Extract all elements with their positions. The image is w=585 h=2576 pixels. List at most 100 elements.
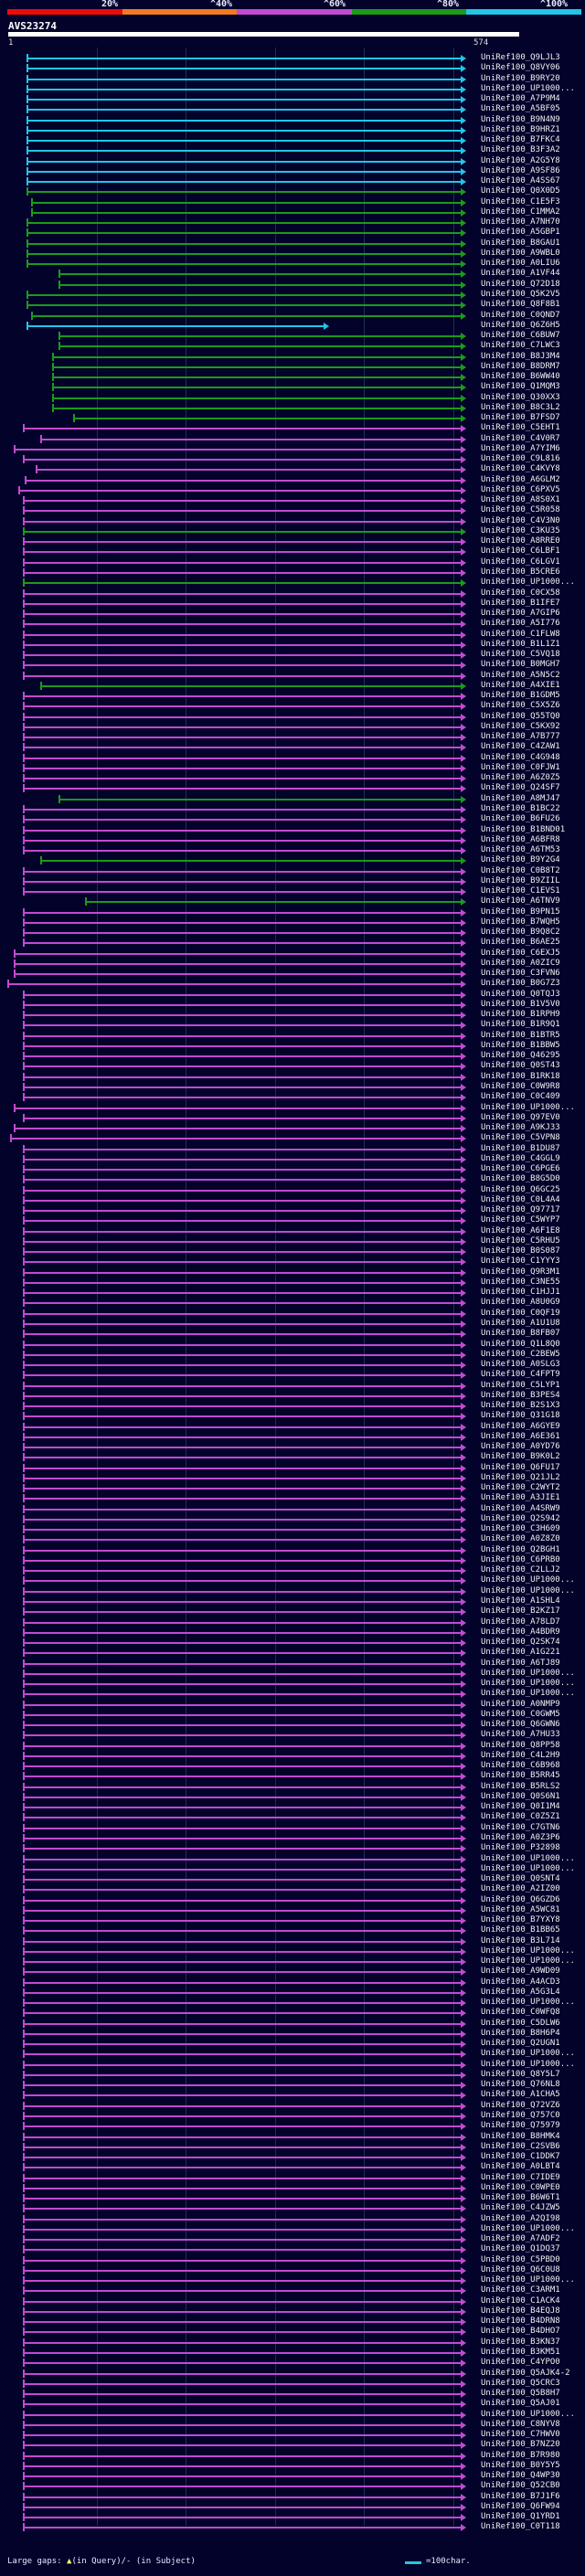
hit-alignment-line[interactable]: [23, 1590, 461, 1593]
hit-alignment-line[interactable]: [23, 767, 461, 769]
hit-row[interactable]: UniRef100_C4KVY8: [0, 464, 585, 474]
hit-label-link[interactable]: UniRef100_C3H609: [481, 1524, 560, 1534]
hit-row[interactable]: UniRef100_Q5CRC3: [0, 2379, 585, 2389]
hit-alignment-line[interactable]: [23, 1858, 461, 1860]
hit-label-link[interactable]: UniRef100_A4ACD3: [481, 1977, 560, 1987]
hit-row[interactable]: UniRef100_Q0I1M4: [0, 1802, 585, 1812]
hit-row[interactable]: UniRef100_C6B968: [0, 1761, 585, 1771]
hit-label-link[interactable]: UniRef100_A2QI98: [481, 2213, 560, 2223]
hit-label-link[interactable]: UniRef100_P32898: [481, 1843, 560, 1853]
hit-alignment-line[interactable]: [23, 2198, 461, 2200]
hit-alignment-line[interactable]: [23, 1611, 461, 1614]
hit-alignment-line[interactable]: [27, 88, 461, 90]
hit-row[interactable]: UniRef100_C6LGV1: [0, 557, 585, 567]
hit-row[interactable]: UniRef100_A7NH70: [0, 217, 585, 228]
hit-row[interactable]: UniRef100_B3L714: [0, 1936, 585, 1946]
hit-row[interactable]: UniRef100_UP1000...: [0, 1575, 585, 1585]
hit-label-link[interactable]: UniRef100_A6GYE9: [481, 1421, 560, 1431]
hit-alignment-line[interactable]: [58, 345, 461, 348]
hit-alignment-line[interactable]: [23, 839, 461, 842]
hit-row[interactable]: UniRef100_B1BB65: [0, 1925, 585, 1935]
hit-alignment-line[interactable]: [23, 716, 461, 718]
hit-alignment-line[interactable]: [23, 1240, 461, 1243]
hit-row[interactable]: UniRef100_B3KN37: [0, 2337, 585, 2348]
hit-row[interactable]: UniRef100_C4V3N0: [0, 516, 585, 526]
hit-label-link[interactable]: UniRef100_A6E361: [481, 1431, 560, 1441]
hit-row[interactable]: UniRef100_B3F3A2: [0, 145, 585, 155]
hit-row[interactable]: UniRef100_C1HJJ1: [0, 1288, 585, 1298]
hit-alignment-line[interactable]: [23, 788, 461, 790]
hit-row[interactable]: UniRef100_Q5AJK4-2: [0, 2369, 585, 2379]
hit-alignment-line[interactable]: [23, 1024, 461, 1027]
hit-alignment-line[interactable]: [23, 1621, 461, 1624]
hit-alignment-line[interactable]: [23, 1961, 461, 1964]
hit-row[interactable]: UniRef100_A4SS67: [0, 176, 585, 186]
hit-label-link[interactable]: UniRef100_UP1000...: [481, 1668, 575, 1678]
hit-label-link[interactable]: UniRef100_B0MGH7: [481, 660, 560, 670]
hit-label-link[interactable]: UniRef100_C6PGE6: [481, 1164, 560, 1174]
hit-label-link[interactable]: UniRef100_C5PBD0: [481, 2254, 560, 2264]
hit-alignment-line[interactable]: [23, 2125, 461, 2128]
hit-row[interactable]: UniRef100_A5GBP1: [0, 228, 585, 238]
hit-alignment-line[interactable]: [27, 304, 461, 307]
hit-alignment-line[interactable]: [23, 1302, 461, 1305]
hit-row[interactable]: UniRef100_Q4WP30: [0, 2471, 585, 2481]
hit-row[interactable]: UniRef100_B1BBW5: [0, 1041, 585, 1051]
hit-label-link[interactable]: UniRef100_A7YIM6: [481, 443, 560, 453]
hit-label-link[interactable]: UniRef100_C4ZAW1: [481, 742, 560, 752]
hit-alignment-line[interactable]: [23, 2362, 461, 2365]
hit-row[interactable]: UniRef100_A8RRE0: [0, 536, 585, 546]
hit-alignment-line[interactable]: [37, 469, 461, 472]
hit-alignment-line[interactable]: [27, 129, 461, 132]
hit-alignment-line[interactable]: [14, 973, 461, 976]
hit-label-link[interactable]: UniRef100_B7WQH5: [481, 917, 560, 927]
hit-label-link[interactable]: UniRef100_B8G5D0: [481, 1174, 560, 1184]
hit-row[interactable]: UniRef100_C1DDK7: [0, 2152, 585, 2162]
hit-row[interactable]: UniRef100_Q5K2V5: [0, 290, 585, 300]
hit-row[interactable]: UniRef100_Q8Y5L7: [0, 2070, 585, 2080]
hit-alignment-line[interactable]: [23, 2022, 461, 2025]
hit-label-link[interactable]: UniRef100_C2LLJ2: [481, 1565, 560, 1575]
hit-row[interactable]: UniRef100_B9N4N9: [0, 115, 585, 125]
hit-alignment-line[interactable]: [23, 1312, 461, 1315]
hit-row[interactable]: UniRef100_B4DRN8: [0, 2316, 585, 2327]
hit-row[interactable]: UniRef100_C1FLW8: [0, 630, 585, 640]
hit-alignment-line[interactable]: [23, 2249, 461, 2252]
hit-alignment-line[interactable]: [23, 1683, 461, 1686]
hit-label-link[interactable]: UniRef100_C4JZW5: [481, 2203, 560, 2213]
hit-label-link[interactable]: UniRef100_B8FB07: [481, 1329, 560, 1339]
hit-alignment-line[interactable]: [23, 1014, 461, 1017]
hit-label-link[interactable]: UniRef100_A1VF44: [481, 269, 560, 279]
hit-label-link[interactable]: UniRef100_C6B968: [481, 1761, 560, 1771]
hit-alignment-line[interactable]: [23, 1631, 461, 1634]
hit-label-link[interactable]: UniRef100_C1E5F3: [481, 196, 560, 207]
hit-row[interactable]: UniRef100_A0Z8Z0: [0, 1534, 585, 1544]
hit-row[interactable]: UniRef100_B7FSD7: [0, 413, 585, 423]
hit-label-link[interactable]: UniRef100_C2SVB6: [481, 2141, 560, 2151]
hit-label-link[interactable]: UniRef100_Q97717: [481, 1205, 560, 1215]
hit-alignment-line[interactable]: [27, 150, 461, 153]
hit-label-link[interactable]: UniRef100_C5KX92: [481, 721, 560, 731]
hit-row[interactable]: UniRef100_A6F1E8: [0, 1226, 585, 1236]
hit-row[interactable]: UniRef100_C1E5F3: [0, 197, 585, 207]
hit-label-link[interactable]: UniRef100_UP1000...: [481, 1102, 575, 1112]
hit-label-link[interactable]: UniRef100_Q97EV0: [481, 1112, 560, 1122]
hit-label-link[interactable]: UniRef100_A8MJ47: [481, 793, 560, 803]
hit-row[interactable]: UniRef100_Q97717: [0, 1205, 585, 1215]
hit-row[interactable]: UniRef100_A2IZ00: [0, 1884, 585, 1894]
hit-label-link[interactable]: UniRef100_A0LBT4: [481, 2162, 560, 2172]
hit-alignment-line[interactable]: [23, 1467, 461, 1469]
hit-label-link[interactable]: UniRef100_Q8VY06: [481, 63, 560, 73]
hit-row[interactable]: UniRef100_B1L1Z1: [0, 640, 585, 650]
hit-row[interactable]: UniRef100_A7GIP6: [0, 609, 585, 619]
hit-alignment-line[interactable]: [23, 808, 461, 811]
hit-row[interactable]: UniRef100_C3ARM1: [0, 2285, 585, 2295]
hit-row[interactable]: UniRef100_C3KU35: [0, 526, 585, 536]
hit-label-link[interactable]: UniRef100_Q75979: [481, 2121, 560, 2131]
hit-alignment-line[interactable]: [23, 1744, 461, 1747]
hit-row[interactable]: UniRef100_C5KX92: [0, 722, 585, 732]
hit-alignment-line[interactable]: [23, 561, 461, 564]
hit-row[interactable]: UniRef100_Q6C0U8: [0, 2265, 585, 2275]
hit-alignment-line[interactable]: [23, 1230, 461, 1233]
hit-label-link[interactable]: UniRef100_UP1000...: [481, 1689, 575, 1699]
